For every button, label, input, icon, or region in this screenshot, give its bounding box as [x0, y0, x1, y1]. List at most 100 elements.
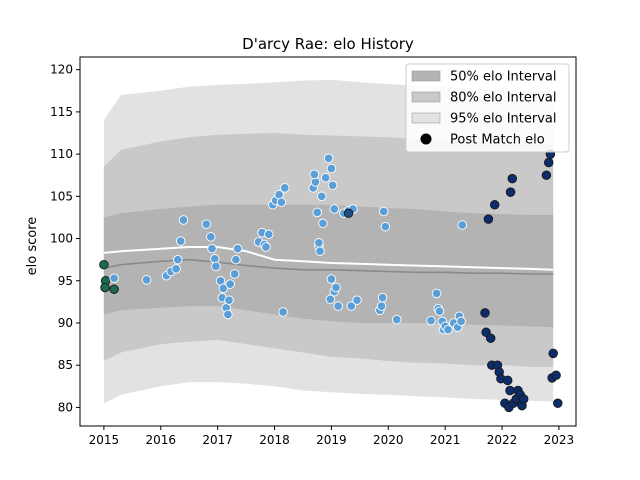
- data-point-3-3: [485, 333, 496, 343]
- x-tick-label-0: 2015: [89, 433, 120, 447]
- data-point-1-21: [231, 254, 241, 265]
- data-point-1-71: [443, 324, 453, 335]
- data-point-1-9: [206, 232, 216, 242]
- data-point-1-17: [223, 309, 233, 320]
- data-point-1-64: [426, 315, 436, 326]
- data-point-1-61: [378, 206, 389, 217]
- series-2: [343, 208, 354, 218]
- data-point-1-62: [380, 221, 391, 232]
- band-50: [103, 204, 554, 328]
- legend: 50% elo Interval 80% elo Interval 95% elo …: [405, 63, 570, 153]
- data-point-1-26: [261, 242, 271, 252]
- data-point-3-12: [505, 385, 515, 396]
- data-point-1-18: [224, 295, 234, 305]
- data-point-1-63: [392, 314, 402, 325]
- data-point-1-75: [456, 316, 466, 327]
- data-point-3-13: [505, 187, 516, 197]
- data-point-1-43: [320, 172, 331, 183]
- data-point-1-67: [434, 306, 445, 316]
- x-tick-label-8: 2023: [544, 433, 575, 447]
- series-1: [109, 153, 467, 335]
- legend-label-1: 80% elo Interval: [450, 91, 557, 106]
- data-point-1-5: [173, 254, 183, 265]
- data-point-0-0: [99, 259, 109, 270]
- data-point-2-0: [343, 208, 354, 218]
- data-point-3-5: [489, 200, 500, 210]
- data-point-1-45: [326, 163, 337, 174]
- data-point-1-33: [278, 307, 288, 317]
- y-tick-label-4: 100: [50, 232, 73, 246]
- median-line-upper: [103, 246, 554, 271]
- data-point-1-65: [431, 288, 442, 299]
- data-point-3-2: [483, 214, 494, 224]
- data-point-3-26: [551, 370, 561, 381]
- data-point-1-40: [314, 238, 324, 248]
- data-point-1-6: [175, 236, 186, 246]
- data-point-1-39: [315, 246, 325, 256]
- data-point-1-8: [201, 219, 212, 229]
- data-point-1-1: [141, 275, 152, 285]
- data-point-1-41: [318, 218, 328, 229]
- y-tick-label-2: 90: [58, 316, 73, 330]
- legend-swatch-1: [411, 91, 441, 103]
- data-point-1-27: [264, 229, 274, 240]
- legend-swatch-2: [411, 112, 441, 124]
- x-tick-label-7: 2022: [487, 433, 518, 447]
- legend-label-0: 50% elo Interval: [450, 70, 557, 85]
- data-point-1-56: [346, 301, 357, 311]
- y-tick-label-7: 115: [50, 105, 73, 119]
- data-point-1-36: [309, 169, 320, 180]
- data-point-1-44: [323, 153, 334, 164]
- data-point-1-10: [207, 243, 217, 254]
- x-tick-label-4: 2019: [316, 433, 347, 447]
- data-point-3-10: [502, 375, 513, 386]
- data-point-3-22: [543, 157, 554, 168]
- y-axis-label: elo score: [25, 217, 40, 276]
- data-point-1-76: [457, 220, 467, 230]
- data-point-3-27: [553, 398, 563, 408]
- data-point-1-14: [218, 283, 229, 294]
- legend-marker-3: [420, 133, 432, 145]
- data-point-1-12: [211, 261, 221, 272]
- x-tick-label-1: 2016: [145, 433, 176, 447]
- plot-area: 2015 2016 2017 2018 2019 2020 2021 2022 2023 80 85…: [50, 56, 577, 447]
- series-0: [99, 259, 119, 294]
- x-tick-label-2: 2017: [202, 433, 233, 447]
- data-point-0-3: [109, 284, 119, 294]
- data-point-1-59: [376, 301, 387, 311]
- data-point-3-21: [541, 170, 552, 180]
- y-tick-label-3: 95: [58, 274, 73, 288]
- chart-title: D'arcy Rae: elo History: [242, 35, 414, 53]
- y-tick-label-5: 105: [50, 189, 73, 203]
- data-point-1-42: [316, 191, 327, 202]
- series-3: [480, 149, 563, 413]
- data-point-3-20: [518, 394, 529, 404]
- data-point-1-49: [325, 294, 336, 305]
- data-point-1-51: [331, 282, 341, 293]
- data-point-1-0: [109, 273, 119, 283]
- data-point-1-60: [377, 292, 388, 303]
- legend-label-2: 95% elo Interval: [450, 112, 557, 127]
- data-point-1-31: [276, 197, 287, 207]
- y-tick-label-6: 110: [50, 147, 73, 161]
- data-point-3-0: [480, 308, 490, 318]
- data-point-1-57: [352, 295, 362, 305]
- x-tick-label-3: 2018: [259, 433, 290, 447]
- y-tick-label-1: 85: [58, 358, 73, 372]
- data-point-1-46: [327, 180, 338, 191]
- data-point-1-32: [280, 183, 290, 193]
- x-tick-label-6: 2021: [430, 433, 461, 447]
- legend-box: [405, 63, 570, 153]
- data-point-1-7: [178, 215, 189, 225]
- data-point-1-52: [333, 301, 343, 311]
- data-point-1-19: [225, 279, 235, 289]
- y-tick-label-8: 120: [50, 63, 73, 77]
- x-tick-label-5: 2020: [373, 433, 404, 447]
- data-point-1-20: [229, 269, 240, 279]
- data-point-1-48: [326, 274, 337, 284]
- data-point-3-14: [507, 173, 518, 184]
- data-point-1-47: [329, 204, 340, 214]
- data-point-1-4: [171, 264, 181, 274]
- data-point-3-25: [548, 348, 558, 359]
